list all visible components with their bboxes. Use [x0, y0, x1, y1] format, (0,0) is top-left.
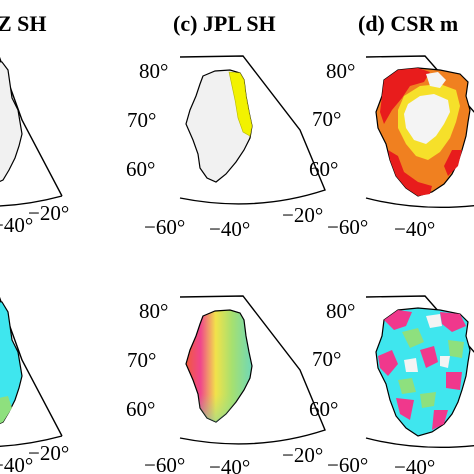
lon-label: −40°	[0, 213, 33, 237]
lat-label: 80°	[139, 299, 168, 323]
mass-anomaly-white	[404, 358, 418, 372]
lat-label: 70°	[312, 347, 341, 371]
panel-title-b: Z SH	[0, 11, 47, 36]
lat-label: 80°	[326, 59, 355, 83]
mass-anomaly-gradient-overlay	[186, 310, 252, 422]
mass-anomaly-yellow	[228, 71, 253, 137]
lon-label: −40°	[209, 217, 250, 241]
mass-anomaly-red	[380, 68, 430, 124]
lat-label: 70°	[312, 107, 341, 131]
map-panel-bottom-left	[0, 296, 63, 448]
lon-label: −40°	[394, 455, 435, 474]
lat-label: 80°	[326, 299, 355, 323]
mass-anomaly-red	[388, 150, 432, 196]
map-panel-bottom-right	[365, 295, 474, 449]
lat-label: 60°	[126, 397, 155, 421]
lon-label: −60°	[327, 453, 368, 474]
mass-anomaly-white	[440, 356, 450, 368]
lon-label: −20°	[28, 441, 69, 465]
mass-anomaly-green	[420, 392, 436, 408]
lat-label: 70°	[127, 108, 156, 132]
mass-anomaly-white	[426, 314, 442, 328]
map-panel-top-middle	[179, 55, 326, 205]
mass-anomaly-green	[0, 396, 12, 424]
map-frame-bottom	[0, 195, 63, 207]
lon-label: −60°	[144, 453, 185, 474]
map-frame-bottom	[0, 435, 63, 448]
lat-label: 70°	[127, 348, 156, 372]
panel-title-d: (d) CSR m	[358, 11, 458, 36]
mass-anomaly-magenta	[378, 350, 398, 376]
map-panel-top-right	[365, 55, 474, 209]
map-frame	[179, 55, 326, 205]
lon-label: −20°	[282, 203, 323, 227]
lat-label: 60°	[126, 157, 155, 181]
lon-label: −60°	[327, 215, 368, 239]
mass-anomaly-magenta	[440, 312, 466, 332]
lat-label: 80°	[139, 59, 168, 83]
lon-label: −20°	[28, 201, 69, 225]
mass-anomaly-magenta	[384, 310, 412, 330]
lon-label: −40°	[209, 455, 250, 474]
ice-interior	[426, 72, 446, 88]
lon-label: −40°	[394, 217, 435, 241]
ice-interior	[404, 94, 450, 144]
mass-anomaly-magenta	[432, 410, 448, 430]
greenland-outline	[0, 61, 23, 183]
map-panel-top-left	[0, 56, 63, 207]
mass-anomaly-green	[402, 328, 424, 348]
lon-label: −20°	[282, 443, 323, 467]
lon-label: −60°	[144, 215, 185, 239]
mass-anomaly-green	[448, 340, 464, 358]
mass-anomaly-green	[398, 378, 416, 394]
map-panel-bottom-middle	[179, 295, 326, 445]
mass-anomaly-magenta	[446, 372, 462, 390]
mass-anomaly-magenta	[420, 346, 438, 368]
panel-title-c: (c) JPL SH	[173, 11, 276, 36]
lon-label: −40°	[0, 453, 33, 474]
map-frame	[179, 295, 326, 445]
lat-label: 60°	[309, 157, 338, 181]
mass-anomaly-red	[444, 150, 462, 176]
mass-anomaly-magenta	[396, 398, 414, 420]
lat-label: 60°	[309, 397, 338, 421]
